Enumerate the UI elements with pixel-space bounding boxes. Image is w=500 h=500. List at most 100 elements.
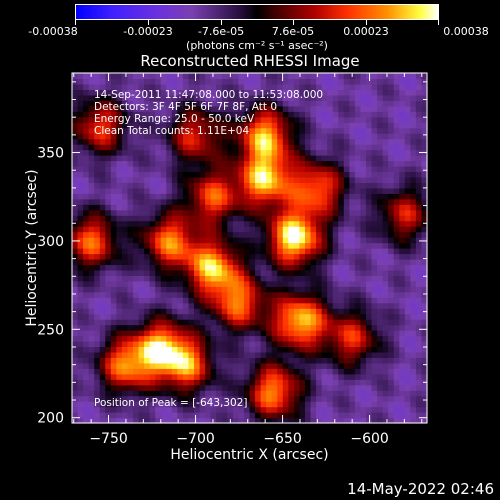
heatmap-cell xyxy=(260,149,267,156)
heatmap-cell xyxy=(260,160,267,167)
heatmap-cell xyxy=(94,116,101,123)
heatmap-cell xyxy=(116,286,123,293)
heatmap-cell xyxy=(194,111,201,118)
heatmap-cell xyxy=(99,340,106,348)
heatmap-cell xyxy=(399,204,406,211)
heatmap-cell xyxy=(310,302,317,309)
heatmap-cell xyxy=(110,182,117,189)
heatmap-cell xyxy=(205,340,212,348)
heatmap-cell xyxy=(232,171,240,178)
heatmap-cell xyxy=(83,160,90,167)
heatmap-cell xyxy=(354,258,362,266)
heatmap-cell xyxy=(216,412,223,419)
heatmap-cell xyxy=(360,171,367,178)
x-tick-label: −750 xyxy=(89,431,127,447)
heatmap-cell xyxy=(282,253,289,260)
heatmap-cell xyxy=(388,269,395,276)
heatmap-cell xyxy=(382,335,389,342)
heatmap-cell xyxy=(160,357,167,364)
heatmap-cell xyxy=(288,248,295,255)
heatmap-cell xyxy=(105,111,112,118)
heatmap-cell xyxy=(382,368,389,375)
heatmap-cell xyxy=(382,149,389,156)
heatmap-cell xyxy=(360,291,367,298)
heatmap-cell xyxy=(232,155,240,162)
heatmap-cell xyxy=(199,242,206,249)
heatmap-cell xyxy=(382,319,389,326)
heatmap-cell xyxy=(343,324,350,331)
heatmap-cell xyxy=(216,94,223,101)
heatmap-cell xyxy=(410,417,417,424)
heatmap-cell xyxy=(388,231,395,238)
heatmap-cell xyxy=(83,100,90,107)
heatmap-cell xyxy=(188,133,195,140)
heatmap-cell xyxy=(177,237,184,244)
heatmap-cell xyxy=(94,412,101,419)
heatmap-cell xyxy=(388,198,395,205)
heatmap-cell xyxy=(160,417,167,424)
heatmap-cell xyxy=(377,395,384,402)
heatmap-cell xyxy=(365,406,373,413)
heatmap-cell xyxy=(343,319,350,326)
heatmap-cell xyxy=(316,406,323,413)
heatmap-cell xyxy=(221,379,228,386)
heatmap-cell xyxy=(194,302,201,309)
heatmap-cell xyxy=(188,401,195,408)
heatmap-cell xyxy=(155,395,162,402)
heatmap-cell xyxy=(365,286,373,293)
heatmap-cell xyxy=(121,362,129,369)
heatmap-cell xyxy=(227,379,234,386)
heatmap-cell xyxy=(105,215,112,222)
heatmap-cell xyxy=(271,237,278,244)
heatmap-cell xyxy=(127,160,134,167)
heatmap-cell xyxy=(110,171,117,178)
heatmap-cell xyxy=(116,187,123,194)
heatmap-cell xyxy=(232,209,240,216)
heatmap-cell xyxy=(166,111,173,118)
heatmap-cell xyxy=(94,231,101,238)
heatmap-cell xyxy=(199,330,206,337)
heatmap-cell xyxy=(138,346,145,353)
heatmap-cell xyxy=(210,176,217,183)
heatmap-cell xyxy=(227,171,234,178)
heatmap-cell xyxy=(177,390,184,397)
heatmap-cell xyxy=(343,209,350,216)
heatmap-cell xyxy=(72,362,79,369)
heatmap-cell xyxy=(243,395,251,402)
heatmap-cell xyxy=(99,384,106,391)
heatmap-cell xyxy=(321,237,328,244)
heatmap-cell xyxy=(271,351,278,358)
heatmap-cell xyxy=(377,122,384,129)
heatmap-cell xyxy=(199,78,206,85)
heatmap-cell xyxy=(144,226,151,233)
heatmap-cell xyxy=(205,313,212,320)
heatmap-cell xyxy=(354,401,362,408)
heatmap-cell xyxy=(377,351,384,358)
heatmap-cell xyxy=(354,165,362,173)
heatmap-cell xyxy=(77,220,84,227)
heatmap-cell xyxy=(338,308,345,315)
heatmap-cell xyxy=(133,204,140,211)
heatmap-cell xyxy=(338,127,345,134)
heatmap-cell xyxy=(166,264,173,271)
heatmap-cell xyxy=(127,133,134,140)
heatmap-cell xyxy=(310,330,317,337)
heatmap-cell xyxy=(232,401,240,408)
heatmap-cell xyxy=(277,280,284,287)
heatmap-cell xyxy=(94,313,101,320)
colorbar-tick xyxy=(221,20,222,25)
heatmap-cell xyxy=(399,111,406,118)
heatmap-cell xyxy=(410,187,417,194)
heatmap-cell xyxy=(110,149,117,156)
heatmap-cell xyxy=(349,379,356,386)
heatmap-cell xyxy=(327,215,334,222)
heatmap-cell xyxy=(199,83,206,91)
heatmap-cell xyxy=(321,116,328,123)
heatmap-cell xyxy=(221,127,228,134)
heatmap-cell xyxy=(99,373,106,380)
heatmap-cell xyxy=(360,275,367,282)
heatmap-cell xyxy=(77,176,84,183)
heatmap-cell xyxy=(83,379,90,386)
heatmap-cell xyxy=(171,187,178,194)
heatmap-cell xyxy=(299,373,306,380)
